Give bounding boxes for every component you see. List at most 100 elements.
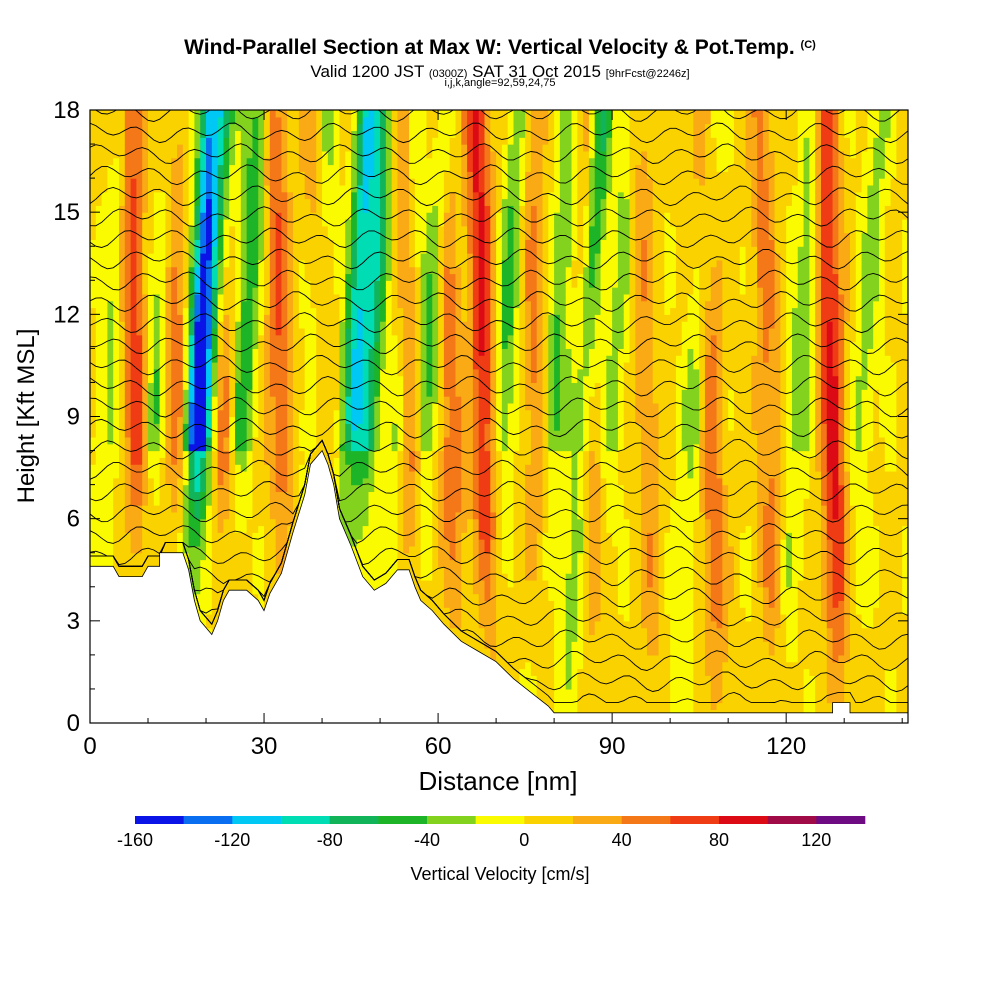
field-cell bbox=[177, 117, 183, 124]
field-cell bbox=[189, 532, 195, 539]
field-cell bbox=[235, 505, 241, 512]
field-cell bbox=[241, 560, 247, 567]
field-cell bbox=[287, 335, 293, 342]
field-cell bbox=[154, 430, 160, 437]
field-cell bbox=[96, 389, 102, 396]
field-cell bbox=[148, 519, 154, 526]
field-cell bbox=[165, 199, 171, 206]
field-cell bbox=[212, 178, 218, 185]
field-cell bbox=[119, 566, 125, 573]
field-cell bbox=[171, 301, 177, 308]
field-cell bbox=[247, 471, 253, 478]
field-cell bbox=[96, 478, 102, 485]
field-cell bbox=[200, 369, 206, 376]
field-cell bbox=[206, 124, 212, 131]
field-cell bbox=[125, 512, 131, 519]
field-cell bbox=[241, 137, 247, 144]
field-cell bbox=[171, 226, 177, 233]
field-cell bbox=[252, 199, 258, 206]
field-cell bbox=[235, 485, 241, 492]
field-cell bbox=[206, 110, 212, 117]
field-cell bbox=[183, 158, 189, 165]
field-cell bbox=[241, 403, 247, 410]
field-cell bbox=[212, 519, 218, 526]
field-cell bbox=[247, 444, 253, 451]
field-cell bbox=[235, 199, 241, 206]
field-cell bbox=[154, 355, 160, 362]
field-cell bbox=[200, 321, 206, 328]
field-cell bbox=[287, 362, 293, 369]
field-cell bbox=[171, 260, 177, 267]
field-cell bbox=[125, 491, 131, 498]
field-cell bbox=[212, 532, 218, 539]
field-cell bbox=[148, 205, 154, 212]
field-cell bbox=[96, 328, 102, 335]
field-cell bbox=[287, 417, 293, 424]
field-cell bbox=[125, 410, 131, 417]
field-cell bbox=[229, 328, 235, 335]
field-cell bbox=[148, 226, 154, 233]
field-cell bbox=[148, 158, 154, 165]
field-cell bbox=[223, 417, 229, 424]
field-cell bbox=[252, 226, 258, 233]
field-cell bbox=[154, 137, 160, 144]
field-cell bbox=[200, 389, 206, 396]
field-cell bbox=[160, 464, 166, 471]
field-cell bbox=[223, 130, 229, 137]
field-cell bbox=[241, 314, 247, 321]
field-cell bbox=[223, 246, 229, 253]
field-cell bbox=[206, 417, 212, 424]
field-cell bbox=[223, 566, 229, 573]
field-cell bbox=[194, 124, 200, 131]
field-cell bbox=[165, 144, 171, 151]
field-cell bbox=[148, 233, 154, 240]
field-cell bbox=[125, 396, 131, 403]
field-cell bbox=[90, 267, 96, 274]
field-cell bbox=[223, 437, 229, 444]
field-cell bbox=[235, 512, 241, 519]
field-cell bbox=[235, 280, 241, 287]
field-cell bbox=[125, 471, 131, 478]
field-cell bbox=[264, 205, 270, 212]
field-cell bbox=[119, 430, 125, 437]
field-cell bbox=[125, 566, 131, 573]
field-cell bbox=[148, 498, 154, 505]
field-cell bbox=[119, 124, 125, 131]
field-cell bbox=[276, 137, 282, 144]
field-cell bbox=[229, 539, 235, 546]
field-cell bbox=[270, 239, 276, 246]
field-cell bbox=[241, 410, 247, 417]
field-cell bbox=[252, 144, 258, 151]
field-cell bbox=[189, 369, 195, 376]
field-cell bbox=[148, 308, 154, 315]
field-cell bbox=[177, 192, 183, 199]
field-cell bbox=[189, 321, 195, 328]
field-cell bbox=[218, 117, 224, 124]
field-cell bbox=[154, 253, 160, 260]
field-cell bbox=[154, 471, 160, 478]
field-cell bbox=[206, 621, 212, 628]
field-cell bbox=[160, 137, 166, 144]
field-cell bbox=[212, 553, 218, 560]
field-cell bbox=[206, 185, 212, 192]
field-cell bbox=[142, 199, 148, 206]
field-cell bbox=[90, 457, 96, 464]
field-cell bbox=[281, 464, 287, 471]
field-cell bbox=[276, 451, 282, 458]
field-cell bbox=[154, 219, 160, 226]
field-cell bbox=[165, 267, 171, 274]
field-cell bbox=[200, 512, 206, 519]
field-cell bbox=[264, 199, 270, 206]
field-cell bbox=[287, 485, 293, 492]
field-cell bbox=[90, 205, 96, 212]
field-cell bbox=[276, 280, 282, 287]
field-cell bbox=[183, 314, 189, 321]
field-cell bbox=[183, 205, 189, 212]
field-cell bbox=[200, 580, 206, 587]
field-cell bbox=[148, 219, 154, 226]
field-cell bbox=[119, 144, 125, 151]
field-cell bbox=[96, 539, 102, 546]
field-cell bbox=[160, 199, 166, 206]
field-cell bbox=[113, 239, 119, 246]
field-cell bbox=[183, 410, 189, 417]
